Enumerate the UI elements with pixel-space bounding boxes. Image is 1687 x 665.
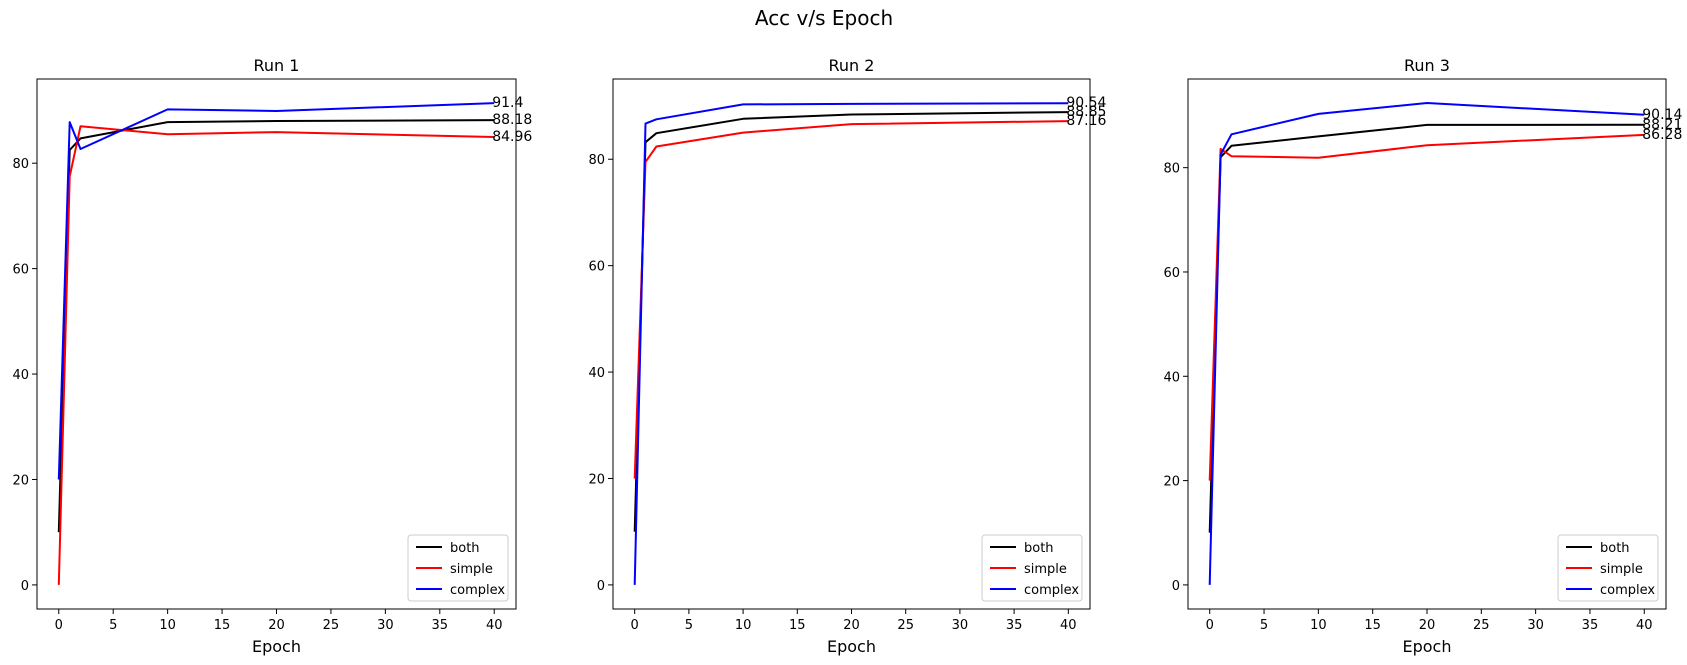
x-tick-label: 35 bbox=[432, 618, 449, 633]
x-tick-label: 10 bbox=[735, 618, 752, 633]
plot-frame bbox=[36, 78, 517, 610]
end-value-label-simple: 86.28 bbox=[1642, 127, 1682, 143]
x-tick-label: 5 bbox=[1260, 618, 1268, 633]
x-tick-label: 10 bbox=[1310, 618, 1327, 633]
legend: both simple complex bbox=[1557, 534, 1659, 602]
series-line-both bbox=[57, 119, 495, 533]
figure-title: Acc v/s Epoch bbox=[755, 6, 893, 30]
y-tick-label: 60 bbox=[12, 263, 29, 278]
x-tick-label: 40 bbox=[486, 618, 503, 633]
y-tick-label: 80 bbox=[12, 157, 29, 172]
legend-box bbox=[981, 534, 1083, 602]
x-axis-label: Epoch bbox=[827, 637, 876, 656]
x-tick-label: 0 bbox=[55, 618, 63, 633]
x-tick-label: 0 bbox=[1206, 618, 1214, 633]
legend-box bbox=[1557, 534, 1659, 602]
end-value-label-both: 88.85 bbox=[1066, 104, 1106, 120]
y-tick-label: 40 bbox=[1163, 370, 1180, 385]
end-value-label-complex: 90.54 bbox=[1066, 95, 1106, 111]
legend-label-both: both bbox=[450, 541, 480, 556]
x-tick-label: 30 bbox=[377, 618, 394, 633]
y-tick-label: 0 bbox=[1172, 579, 1180, 594]
end-value-label-both: 88.21 bbox=[1642, 117, 1682, 133]
x-tick-label: 0 bbox=[631, 618, 639, 633]
x-tick-label: 25 bbox=[323, 618, 340, 633]
x-tick-label: 10 bbox=[159, 618, 176, 633]
legend: both simple complex bbox=[407, 534, 509, 602]
panel-title: Run 1 bbox=[254, 56, 300, 75]
end-value-label-simple: 84.96 bbox=[492, 129, 532, 145]
legend-label-simple: simple bbox=[1600, 562, 1643, 577]
series-line-complex bbox=[57, 102, 495, 480]
x-tick-label: 25 bbox=[1473, 618, 1490, 633]
series-line-both bbox=[1208, 123, 1645, 533]
x-tick-label: 5 bbox=[685, 618, 693, 633]
legend-box bbox=[407, 534, 509, 602]
x-tick-label: 40 bbox=[1636, 618, 1653, 633]
panel-title: Run 2 bbox=[829, 56, 875, 75]
x-tick-label: 30 bbox=[1527, 618, 1544, 633]
series-line-complex bbox=[1208, 102, 1645, 585]
plot-frame bbox=[1187, 78, 1667, 610]
x-tick-label: 25 bbox=[897, 618, 914, 633]
legend-label-both: both bbox=[1600, 541, 1630, 556]
x-tick-label: 20 bbox=[268, 618, 285, 633]
y-tick-label: 0 bbox=[597, 579, 605, 594]
legend-label-both: both bbox=[1024, 541, 1054, 556]
plot-frame bbox=[612, 78, 1091, 610]
y-tick-label: 20 bbox=[12, 473, 29, 488]
legend-label-simple: simple bbox=[450, 562, 493, 577]
x-tick-label: 15 bbox=[789, 618, 806, 633]
end-value-label-both: 88.18 bbox=[492, 112, 532, 128]
y-tick-label: 60 bbox=[588, 260, 605, 275]
x-axis-label: Epoch bbox=[252, 637, 301, 656]
series-line-simple bbox=[1208, 133, 1645, 481]
x-tick-label: 35 bbox=[1582, 618, 1599, 633]
y-tick-label: 0 bbox=[21, 579, 29, 594]
x-tick-label: 5 bbox=[109, 618, 117, 633]
series-line-simple bbox=[57, 125, 495, 585]
legend: both simple complex bbox=[981, 534, 1083, 602]
end-value-label-complex: 91.4 bbox=[492, 95, 523, 111]
series-line-complex bbox=[633, 102, 1069, 585]
x-tick-label: 20 bbox=[843, 618, 860, 633]
end-value-label-simple: 87.16 bbox=[1066, 113, 1106, 129]
y-tick-label: 60 bbox=[1163, 266, 1180, 281]
x-tick-label: 15 bbox=[214, 618, 231, 633]
y-tick-label: 20 bbox=[1163, 475, 1180, 490]
y-tick-label: 80 bbox=[588, 153, 605, 168]
y-tick-label: 40 bbox=[588, 366, 605, 381]
panel-title: Run 3 bbox=[1404, 56, 1450, 75]
legend-label-simple: simple bbox=[1024, 562, 1067, 577]
x-tick-label: 40 bbox=[1060, 618, 1077, 633]
legend-label-complex: complex bbox=[1600, 583, 1655, 598]
legend-label-complex: complex bbox=[1024, 583, 1079, 598]
series-line-simple bbox=[633, 120, 1069, 479]
end-value-label-complex: 90.14 bbox=[1642, 107, 1682, 123]
y-tick-label: 40 bbox=[12, 368, 29, 383]
x-axis-label: Epoch bbox=[1403, 637, 1452, 656]
x-tick-label: 35 bbox=[1006, 618, 1023, 633]
y-tick-label: 20 bbox=[588, 472, 605, 487]
x-tick-label: 15 bbox=[1364, 618, 1381, 633]
y-tick-label: 80 bbox=[1163, 162, 1180, 177]
series-line-both bbox=[633, 111, 1069, 532]
x-tick-label: 30 bbox=[952, 618, 969, 633]
x-tick-label: 20 bbox=[1419, 618, 1436, 633]
legend-label-complex: complex bbox=[450, 583, 505, 598]
